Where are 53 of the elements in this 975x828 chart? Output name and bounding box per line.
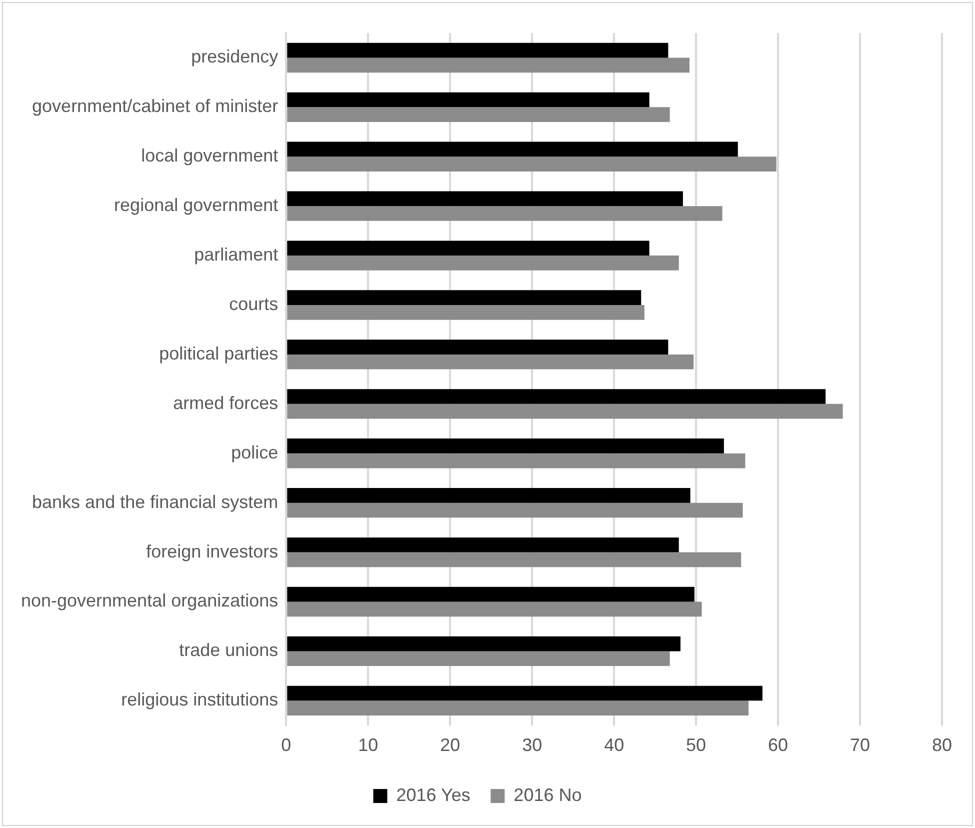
- y-tick-label: presidency: [191, 46, 278, 67]
- bar: [287, 206, 722, 221]
- bar: [287, 636, 680, 652]
- y-tick-label: local government: [141, 146, 278, 166]
- y-tick-label: regional government: [114, 195, 278, 216]
- bar: [287, 240, 650, 256]
- bar: [287, 42, 668, 58]
- bar: [287, 686, 762, 701]
- bar: [287, 438, 724, 454]
- x-tick-label: 0: [281, 735, 292, 756]
- bar: [287, 502, 743, 518]
- bar: [287, 651, 670, 666]
- y-tick-label: banks and the financial system: [32, 492, 278, 512]
- bar: [287, 700, 749, 716]
- bar: [287, 488, 690, 503]
- bar: [287, 191, 683, 206]
- bar: [287, 586, 694, 602]
- y-tick-label: non-governmental organizations: [20, 590, 278, 611]
- bar: [287, 92, 650, 108]
- bar: [287, 404, 843, 419]
- y-tick-label: police: [231, 442, 278, 462]
- bar: [287, 58, 690, 73]
- x-tick-label: 10: [358, 735, 378, 756]
- bar: [287, 340, 668, 354]
- bar: [287, 305, 644, 320]
- bar: [287, 389, 826, 404]
- x-tick-label: 80: [932, 735, 952, 756]
- x-tick-label: 70: [850, 735, 870, 756]
- x-tick-label: 50: [686, 735, 706, 756]
- y-tick-label: religious institutions: [121, 690, 278, 710]
- bar: [287, 354, 694, 370]
- x-tick-label: 30: [522, 735, 542, 756]
- bar: [287, 537, 679, 552]
- y-tick-label: government/cabinet of minister: [32, 96, 278, 116]
- y-tick-label: political parties: [159, 343, 278, 364]
- bar: [287, 453, 746, 468]
- y-tick-label: trade unions: [179, 640, 278, 660]
- legend-label: 2016 Yes: [396, 784, 470, 805]
- bar: [287, 552, 742, 568]
- x-tick-label: 20: [440, 735, 460, 756]
- bar: [287, 256, 679, 270]
- bar: [287, 602, 702, 617]
- y-tick-label: armed forces: [173, 392, 278, 413]
- bar: [287, 290, 642, 306]
- legend-label: 2016 No: [514, 784, 582, 805]
- bar: [287, 142, 738, 157]
- bar: [287, 156, 776, 172]
- x-tick-label: 60: [768, 735, 788, 756]
- y-tick-label: courts: [229, 294, 278, 314]
- bar: [287, 107, 670, 122]
- y-tick-label: parliament: [194, 244, 278, 265]
- x-tick-label: 40: [604, 735, 624, 756]
- y-tick-label: foreign investors: [146, 541, 278, 562]
